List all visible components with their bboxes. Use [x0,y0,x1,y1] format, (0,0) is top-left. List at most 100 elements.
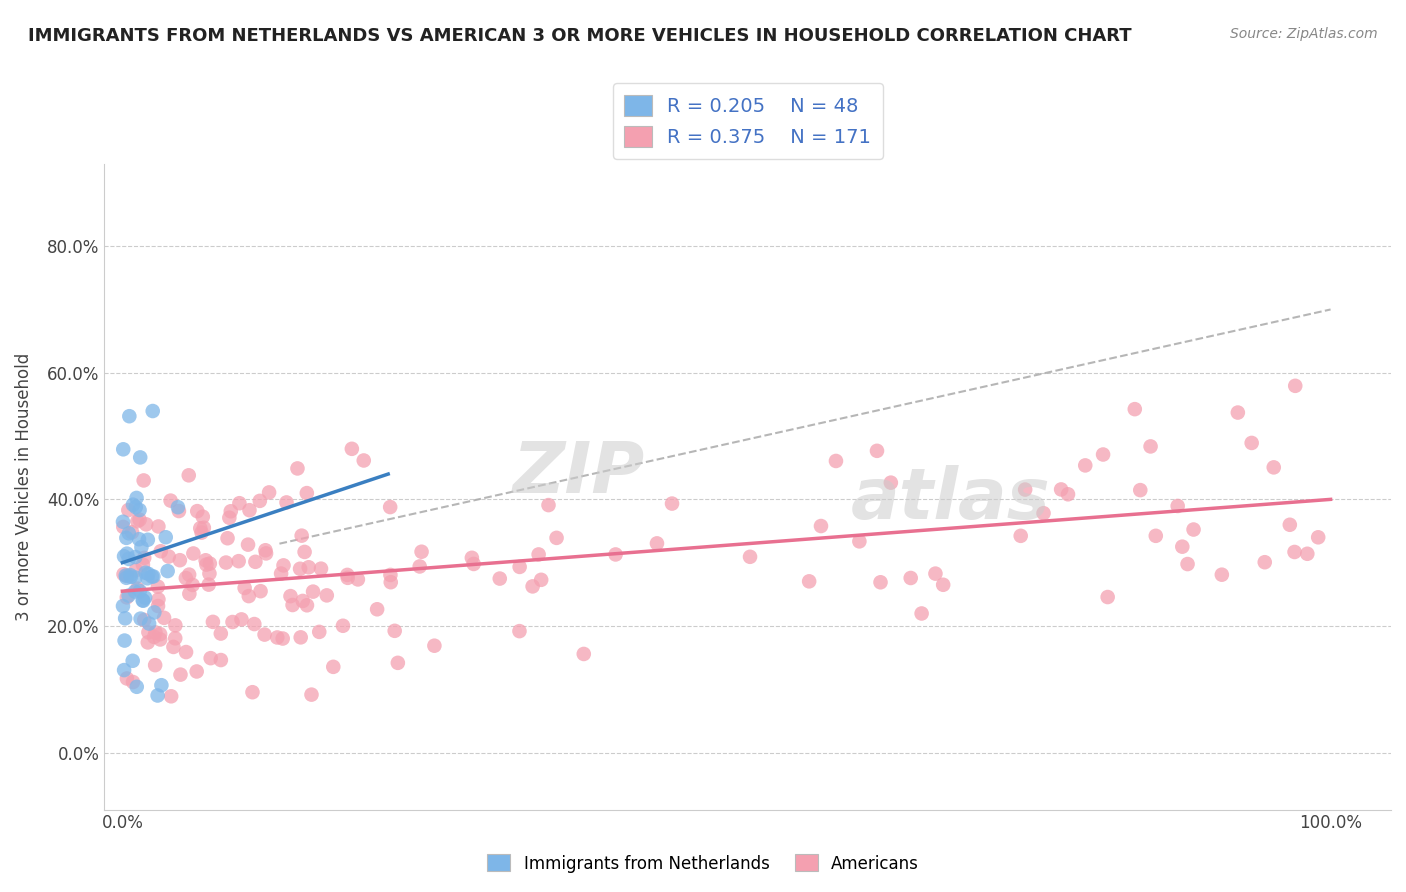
Point [162,640,184,654]
Point [645,536,668,550]
Text: IMMIGRANTS FROM NETHERLANDS VS AMERICAN 3 OR MORE VEHICLES IN HOUSEHOLD CORRELAT: IMMIGRANTS FROM NETHERLANDS VS AMERICAN … [28,27,1132,45]
Point [291,529,314,543]
Y-axis label: 3 or more Vehicles in Household: 3 or more Vehicles in Household [15,352,32,621]
Point [120,570,142,584]
Point [125,563,148,577]
Point [159,493,181,508]
Point [273,558,295,573]
Point [546,531,568,545]
Point [134,613,156,627]
Point [112,567,135,582]
Point [136,566,159,581]
Point [332,619,354,633]
Point [112,549,135,564]
Point [271,632,294,646]
Point [797,574,820,589]
Point [215,556,238,570]
Point [114,568,136,582]
Point [217,531,239,545]
Point [127,514,149,528]
Point [295,486,318,500]
Point [900,571,922,585]
Point [281,598,304,612]
Point [572,647,595,661]
Point [1296,547,1319,561]
Point [463,557,485,571]
Point [132,474,155,488]
Point [1211,567,1233,582]
Point [198,557,221,571]
Point [153,611,176,625]
Point [527,548,550,562]
Point [122,498,145,512]
Point [136,571,159,585]
Point [301,688,323,702]
Point [257,485,280,500]
Point [131,593,153,607]
Point [125,680,148,694]
Point [322,660,344,674]
Point [143,630,166,644]
Point [115,571,138,585]
Point [294,545,316,559]
Point [1171,540,1194,554]
Point [249,494,271,508]
Point [115,547,138,561]
Point [1167,499,1189,513]
Point [245,555,267,569]
Point [118,552,141,566]
Point [115,591,138,605]
Point [243,617,266,632]
Point [209,626,232,640]
Point [169,667,191,681]
Point [380,500,402,514]
Point [167,504,190,518]
Point [111,599,134,613]
Point [155,530,177,544]
Point [336,568,359,582]
Point [114,633,136,648]
Point [254,546,277,560]
Point [924,566,946,581]
Point [411,545,433,559]
Point [228,554,250,568]
Point [121,525,143,540]
Point [1057,487,1080,501]
Point [910,607,932,621]
Point [270,566,292,581]
Point [1278,517,1301,532]
Point [191,509,214,524]
Point [1226,406,1249,420]
Point [380,575,402,590]
Point [165,618,187,632]
Point [177,468,200,483]
Point [291,594,314,608]
Point [136,635,159,649]
Point [149,632,172,647]
Point [347,573,370,587]
Point [509,560,531,574]
Point [221,615,243,629]
Point [197,577,219,591]
Point [340,442,363,456]
Point [114,611,136,625]
Point [127,582,149,596]
Point [120,568,142,582]
Point [308,624,330,639]
Point [290,631,312,645]
Point [1182,523,1205,537]
Point [186,665,208,679]
Point [238,589,260,603]
Point [249,584,271,599]
Point [174,645,197,659]
Point [194,553,217,567]
Point [309,562,332,576]
Point [825,454,848,468]
Point [157,549,180,564]
Point [160,690,183,704]
Point [1284,545,1306,559]
Point [1284,379,1306,393]
Point [190,525,212,540]
Point [134,550,156,565]
Point [522,579,544,593]
